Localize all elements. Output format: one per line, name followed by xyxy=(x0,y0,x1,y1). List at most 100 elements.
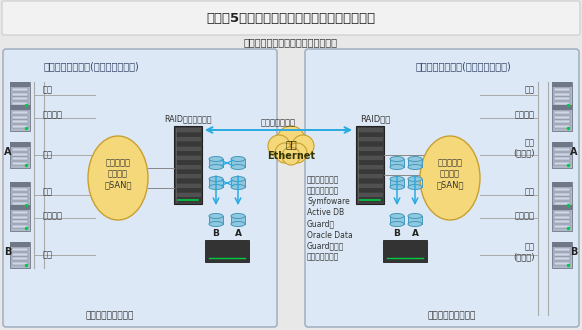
FancyBboxPatch shape xyxy=(552,205,572,210)
FancyBboxPatch shape xyxy=(10,182,30,187)
FancyBboxPatch shape xyxy=(554,257,570,260)
FancyBboxPatch shape xyxy=(357,128,382,132)
Text: 広域
Ethernet: 広域 Ethernet xyxy=(267,139,315,161)
FancyBboxPatch shape xyxy=(12,252,28,255)
FancyBboxPatch shape xyxy=(357,147,382,150)
FancyBboxPatch shape xyxy=(3,49,277,327)
Ellipse shape xyxy=(231,184,245,189)
FancyBboxPatch shape xyxy=(12,111,28,114)
FancyBboxPatch shape xyxy=(357,165,382,169)
FancyBboxPatch shape xyxy=(10,205,30,231)
Text: ストレージ装置
の機能に加え、
Symfoware
Active DB
Guard、
Oracle Data
Guard等によ
り、業務を継続: ストレージ装置 の機能に加え、 Symfoware Active DB Guar… xyxy=(307,175,353,262)
FancyBboxPatch shape xyxy=(554,252,570,255)
FancyBboxPatch shape xyxy=(357,142,382,146)
Text: プライマリサイト(データセンター): プライマリサイト(データセンター) xyxy=(43,61,139,71)
FancyBboxPatch shape xyxy=(357,183,382,188)
FancyBboxPatch shape xyxy=(552,105,572,110)
Text: 現用: 現用 xyxy=(43,150,53,159)
Polygon shape xyxy=(209,179,223,187)
Ellipse shape xyxy=(209,221,223,226)
FancyBboxPatch shape xyxy=(176,156,201,160)
Text: 待機: 待機 xyxy=(525,85,535,94)
Ellipse shape xyxy=(209,164,223,170)
FancyBboxPatch shape xyxy=(12,148,28,151)
FancyBboxPatch shape xyxy=(12,248,28,251)
FancyBboxPatch shape xyxy=(12,120,28,123)
FancyBboxPatch shape xyxy=(176,160,201,164)
Text: ストレージ
統合環境
（SAN）: ストレージ 統合環境 （SAN） xyxy=(104,158,132,190)
Polygon shape xyxy=(390,216,404,224)
FancyBboxPatch shape xyxy=(554,152,570,155)
FancyBboxPatch shape xyxy=(552,142,572,147)
FancyBboxPatch shape xyxy=(554,188,570,191)
FancyBboxPatch shape xyxy=(10,82,30,108)
FancyBboxPatch shape xyxy=(357,188,382,192)
FancyBboxPatch shape xyxy=(10,82,30,87)
FancyBboxPatch shape xyxy=(554,161,570,164)
FancyBboxPatch shape xyxy=(554,115,570,118)
FancyBboxPatch shape xyxy=(12,224,28,227)
Ellipse shape xyxy=(390,164,404,170)
Text: セカンダリサイトのシステムも現用: セカンダリサイトのシステムも現用 xyxy=(244,37,338,47)
Ellipse shape xyxy=(209,156,223,161)
FancyBboxPatch shape xyxy=(554,224,570,227)
Circle shape xyxy=(282,147,300,165)
Text: 現用
(参照系): 現用 (参照系) xyxy=(513,242,535,262)
Text: A: A xyxy=(235,229,242,239)
FancyBboxPatch shape xyxy=(12,215,28,218)
FancyBboxPatch shape xyxy=(12,157,28,160)
Ellipse shape xyxy=(209,184,223,189)
FancyBboxPatch shape xyxy=(357,193,382,197)
FancyBboxPatch shape xyxy=(12,88,28,91)
FancyBboxPatch shape xyxy=(10,242,30,268)
Ellipse shape xyxy=(408,177,422,182)
FancyBboxPatch shape xyxy=(12,102,28,105)
FancyBboxPatch shape xyxy=(10,105,30,110)
Ellipse shape xyxy=(408,156,422,161)
FancyBboxPatch shape xyxy=(205,240,249,262)
FancyBboxPatch shape xyxy=(176,147,201,150)
FancyBboxPatch shape xyxy=(174,126,202,204)
Ellipse shape xyxy=(209,214,223,218)
FancyBboxPatch shape xyxy=(10,142,30,147)
FancyBboxPatch shape xyxy=(176,142,201,146)
Text: バックアップサーバ: バックアップサーバ xyxy=(86,312,134,320)
FancyBboxPatch shape xyxy=(12,115,28,118)
Text: 待機: 待機 xyxy=(525,187,535,196)
FancyBboxPatch shape xyxy=(176,165,201,169)
FancyBboxPatch shape xyxy=(554,102,570,105)
Text: A: A xyxy=(570,147,578,157)
FancyBboxPatch shape xyxy=(2,1,580,35)
FancyBboxPatch shape xyxy=(552,242,572,247)
FancyBboxPatch shape xyxy=(552,105,572,131)
Ellipse shape xyxy=(231,214,245,218)
FancyBboxPatch shape xyxy=(176,188,201,192)
FancyBboxPatch shape xyxy=(552,182,572,208)
FancyBboxPatch shape xyxy=(12,92,28,95)
FancyBboxPatch shape xyxy=(357,170,382,174)
Text: クラスタ: クラスタ xyxy=(515,111,535,119)
Ellipse shape xyxy=(390,156,404,161)
FancyBboxPatch shape xyxy=(357,174,382,179)
FancyBboxPatch shape xyxy=(554,192,570,195)
FancyBboxPatch shape xyxy=(554,148,570,151)
Circle shape xyxy=(275,143,295,163)
Ellipse shape xyxy=(408,164,422,170)
FancyBboxPatch shape xyxy=(552,82,572,108)
FancyBboxPatch shape xyxy=(176,179,201,183)
Text: RAID装置: RAID装置 xyxy=(360,115,390,123)
Ellipse shape xyxy=(420,136,480,220)
Text: クラスタ: クラスタ xyxy=(43,111,63,119)
FancyBboxPatch shape xyxy=(554,215,570,218)
FancyBboxPatch shape xyxy=(552,142,572,168)
FancyBboxPatch shape xyxy=(12,197,28,200)
Polygon shape xyxy=(231,216,245,224)
FancyBboxPatch shape xyxy=(12,188,28,191)
Ellipse shape xyxy=(408,214,422,218)
FancyBboxPatch shape xyxy=(554,261,570,265)
Polygon shape xyxy=(231,179,245,187)
FancyBboxPatch shape xyxy=(357,197,382,202)
Text: クラスタ: クラスタ xyxy=(43,212,63,220)
FancyBboxPatch shape xyxy=(357,160,382,164)
FancyBboxPatch shape xyxy=(12,202,28,205)
